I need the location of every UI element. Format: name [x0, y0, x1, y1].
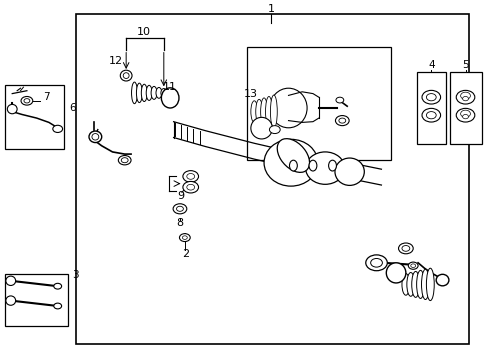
Ellipse shape — [462, 114, 468, 119]
Ellipse shape — [269, 88, 306, 128]
Ellipse shape — [89, 131, 102, 143]
Ellipse shape — [123, 73, 129, 78]
Ellipse shape — [335, 116, 348, 126]
Ellipse shape — [421, 108, 440, 122]
Ellipse shape — [183, 181, 198, 193]
Ellipse shape — [386, 263, 405, 283]
Text: 3: 3 — [72, 270, 79, 280]
Ellipse shape — [121, 158, 128, 163]
Ellipse shape — [335, 97, 343, 103]
Ellipse shape — [328, 160, 336, 171]
Ellipse shape — [6, 296, 16, 305]
Text: 4: 4 — [427, 60, 434, 70]
Ellipse shape — [21, 96, 33, 105]
Bar — [76, 14, 468, 344]
Ellipse shape — [146, 85, 152, 100]
Ellipse shape — [151, 86, 157, 99]
Ellipse shape — [54, 303, 61, 309]
Ellipse shape — [277, 139, 309, 172]
Ellipse shape — [54, 283, 61, 289]
Ellipse shape — [186, 184, 194, 190]
Ellipse shape — [183, 171, 198, 182]
Text: 12: 12 — [109, 56, 123, 66]
Ellipse shape — [460, 92, 469, 99]
Bar — [5, 274, 68, 326]
Ellipse shape — [120, 70, 132, 81]
Bar — [5, 85, 63, 149]
Ellipse shape — [7, 104, 17, 114]
Ellipse shape — [6, 276, 16, 285]
Ellipse shape — [176, 206, 183, 211]
Ellipse shape — [421, 90, 440, 104]
Ellipse shape — [462, 96, 468, 101]
Ellipse shape — [161, 89, 166, 97]
Ellipse shape — [250, 117, 272, 139]
Bar — [416, 72, 445, 144]
Ellipse shape — [401, 274, 409, 295]
Ellipse shape — [260, 98, 267, 125]
Text: 13: 13 — [243, 89, 257, 99]
Ellipse shape — [255, 99, 262, 124]
Ellipse shape — [410, 264, 415, 267]
Ellipse shape — [270, 95, 277, 128]
Ellipse shape — [269, 126, 280, 134]
Ellipse shape — [118, 156, 131, 165]
Text: 2: 2 — [182, 249, 189, 259]
Ellipse shape — [141, 84, 147, 102]
Ellipse shape — [338, 118, 345, 123]
Text: 10: 10 — [137, 27, 151, 37]
Ellipse shape — [308, 160, 316, 171]
Ellipse shape — [156, 87, 162, 98]
Ellipse shape — [265, 96, 272, 127]
Ellipse shape — [186, 174, 194, 179]
Ellipse shape — [264, 139, 317, 186]
Text: 9: 9 — [177, 191, 184, 201]
Ellipse shape — [53, 125, 62, 132]
Text: 7: 7 — [43, 92, 50, 102]
Text: 11: 11 — [163, 82, 176, 92]
Text: 6: 6 — [69, 103, 76, 113]
Ellipse shape — [179, 234, 190, 242]
Ellipse shape — [173, 204, 186, 214]
Text: 8: 8 — [176, 218, 183, 228]
Ellipse shape — [161, 88, 179, 108]
Ellipse shape — [460, 110, 469, 117]
Bar — [246, 47, 390, 160]
Ellipse shape — [426, 94, 435, 101]
Ellipse shape — [398, 243, 412, 254]
Ellipse shape — [401, 246, 409, 251]
Ellipse shape — [250, 101, 257, 122]
Ellipse shape — [406, 273, 414, 296]
Ellipse shape — [131, 82, 137, 104]
Text: 1: 1 — [267, 4, 274, 14]
Ellipse shape — [136, 83, 142, 103]
Ellipse shape — [334, 158, 364, 185]
Ellipse shape — [455, 90, 474, 104]
Ellipse shape — [370, 258, 382, 267]
Ellipse shape — [182, 236, 187, 239]
Ellipse shape — [435, 274, 448, 286]
Ellipse shape — [455, 108, 474, 122]
Ellipse shape — [421, 269, 428, 300]
Ellipse shape — [426, 268, 433, 301]
Text: 5: 5 — [461, 60, 468, 70]
Ellipse shape — [426, 112, 435, 119]
Ellipse shape — [305, 152, 344, 184]
Ellipse shape — [289, 160, 297, 171]
Bar — [449, 72, 481, 144]
Ellipse shape — [24, 99, 30, 103]
Ellipse shape — [92, 134, 99, 140]
Ellipse shape — [365, 255, 386, 271]
Ellipse shape — [411, 271, 419, 297]
Ellipse shape — [407, 262, 417, 269]
Ellipse shape — [416, 270, 424, 298]
